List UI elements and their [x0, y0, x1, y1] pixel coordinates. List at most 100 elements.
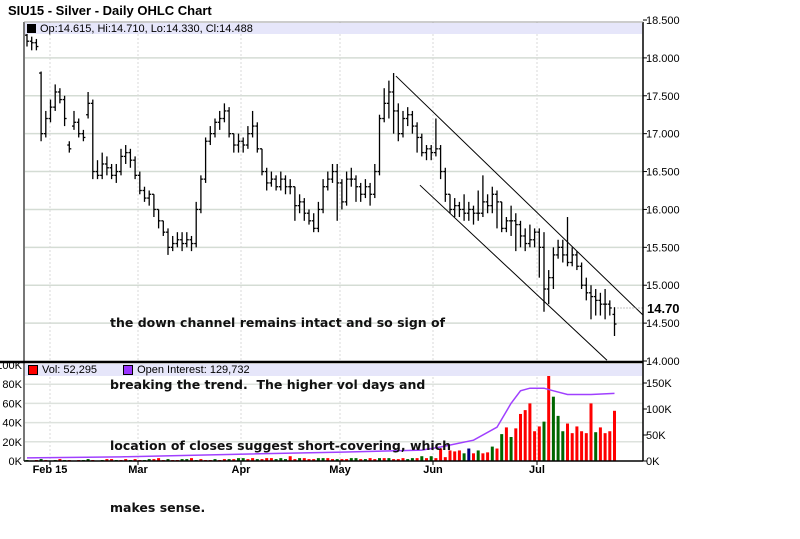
ohlc-bar	[339, 179, 344, 210]
volume-bar	[392, 459, 396, 461]
ohlc-bar	[109, 163, 114, 180]
ohlc-bar	[104, 156, 109, 176]
volume-bar	[284, 459, 287, 461]
ohlc-bar	[292, 186, 297, 221]
ohlc-bar	[236, 133, 241, 153]
ohlc-bar	[462, 194, 467, 221]
volume-bar	[265, 458, 269, 461]
annotation-line: the down channel remains intact and so s…	[110, 315, 446, 330]
ohlc-bar	[443, 167, 448, 202]
ohlc-bar	[184, 232, 189, 248]
ohlc-bar	[90, 99, 95, 180]
ohlc-bar	[603, 289, 608, 320]
volume-tick-label: 80K	[2, 379, 22, 391]
ohlc-bar	[513, 213, 518, 252]
volume-bar	[420, 456, 424, 461]
ohlc-bar	[537, 228, 542, 278]
ohlc-bar	[95, 160, 100, 180]
volume-bar	[307, 459, 311, 461]
ohlc-bar	[612, 307, 617, 336]
ohlc-bar	[274, 175, 279, 191]
volume-bar	[537, 426, 541, 461]
ohlc-bar	[180, 232, 185, 252]
volume-bar	[547, 367, 551, 461]
volume-bar	[288, 456, 292, 461]
volume-bar	[406, 459, 410, 461]
ohlc-bar	[123, 145, 128, 164]
volume-bar	[410, 458, 414, 461]
ohlc-bar	[377, 114, 382, 176]
price-legend: Op:14.615, Hi:14.710, Lo:14.330, Cl:14.4…	[25, 23, 642, 35]
price-tick-label: 15.000	[646, 280, 680, 292]
ohlc-bar	[405, 107, 410, 127]
volume-legend: Vol: 52,295 Open Interest: 129,732	[25, 364, 642, 376]
ohlc-bar	[382, 88, 387, 123]
channel-trendline	[419, 184, 608, 361]
ohlc-bar	[278, 171, 283, 191]
price-tick-label: 17.500	[646, 91, 680, 103]
ohlc-bar	[137, 171, 142, 195]
ohlc-bar	[119, 148, 123, 176]
volume-bar	[246, 459, 250, 461]
price-tick-label: 18.500	[646, 15, 680, 27]
ohlc-bar	[335, 163, 340, 221]
ohlc-bar	[62, 95, 67, 127]
price-plot-area	[24, 22, 643, 361]
volume-bar	[396, 459, 400, 461]
volume-bar	[443, 457, 447, 461]
price-tick-label: 15.500	[646, 242, 680, 254]
volume-bar	[457, 450, 461, 461]
ohlc-bar	[452, 198, 457, 218]
volume-bar	[575, 426, 579, 461]
price-legend-swatch	[27, 24, 36, 33]
volume-bar	[523, 410, 527, 461]
ohlc-bar	[166, 228, 170, 255]
volume-bar	[519, 413, 522, 461]
ohlc-bar	[570, 247, 575, 267]
ohlc-bar	[48, 99, 53, 123]
ohlc-bar	[170, 235, 175, 252]
volume-bar	[434, 458, 438, 461]
ohlc-bar	[532, 228, 537, 248]
ohlc-bar	[589, 285, 593, 320]
ohlc-bar	[321, 179, 326, 214]
volume-bar	[293, 459, 297, 461]
ohlc-bar	[260, 148, 264, 176]
ohlc-bar	[363, 179, 368, 199]
volume-bar	[561, 431, 565, 461]
volume-legend-text: Vol: 52,295	[42, 364, 98, 376]
volume-bar	[603, 433, 607, 461]
annotation-line: breaking the trend. The higher vol days …	[110, 376, 426, 392]
ohlc-bar	[255, 122, 260, 153]
ohlc-bar	[283, 175, 288, 195]
ohlc-bar	[401, 110, 405, 138]
ohlc-bar	[485, 194, 490, 214]
ohlc-bar	[198, 175, 203, 214]
ohlc-bar	[147, 190, 152, 206]
volume-bar	[157, 458, 161, 461]
ohlc-bar	[250, 110, 255, 138]
ohlc-bar	[438, 145, 443, 180]
volume-bar	[359, 459, 363, 461]
volume-bar	[453, 451, 457, 461]
volume-bar	[387, 458, 391, 461]
x-tick-label: Mar	[128, 464, 148, 476]
volume-bar	[495, 448, 499, 461]
channel-trendline	[395, 75, 644, 316]
volume-bar	[349, 458, 353, 461]
ohlc-bar	[344, 171, 349, 206]
ohlc-bar	[156, 208, 161, 229]
ohlc-bar	[316, 201, 321, 233]
volume-bar	[185, 459, 189, 461]
ohlc-bar	[415, 122, 420, 153]
volume-bar	[213, 459, 217, 461]
ohlc-bar	[480, 175, 485, 218]
volume-bar	[190, 458, 193, 461]
oi-tick-label: 150K	[646, 378, 672, 390]
ohlc-bar	[213, 118, 217, 138]
ohlc-bar	[358, 182, 363, 202]
price-tick-label: 14.000	[646, 356, 680, 368]
ohlc-bar	[349, 167, 354, 187]
volume-bar	[363, 459, 367, 461]
ohlc-bar	[100, 152, 105, 180]
